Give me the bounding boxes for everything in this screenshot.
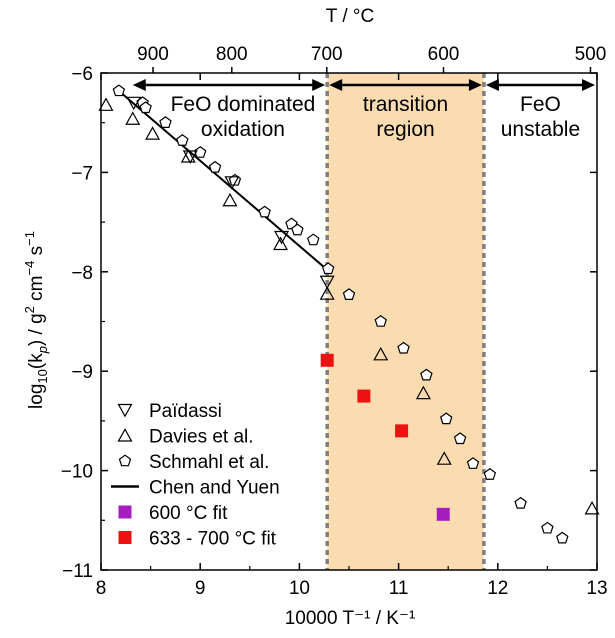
series-pa-dassi-point [319,275,335,290]
series-schmahl-et-al-point [193,145,207,158]
x-tick-label: 8 [96,578,107,599]
top-tick-label: 900 [137,44,169,65]
series-davies-et-al-point [436,451,452,465]
series-davies-et-al-point [584,500,600,515]
series-davies-et-al-point [145,126,161,140]
y-tick-label: −7 [71,163,93,184]
x-tick-label: 10 [289,578,310,599]
series-schmahl-et-al-point [307,233,320,246]
x-tick-label: 11 [389,578,409,599]
series-davies-et-al-point [319,286,335,300]
region-label: region [376,118,434,141]
series-schmahl-et-al-point [374,314,387,327]
data-marks [98,84,600,544]
top-tick-label: 800 [216,44,248,65]
legend-marker [117,428,133,442]
region-label: transition [363,93,448,116]
legend-label: Schmahl et al. [149,452,269,473]
arrowhead-left [132,79,146,91]
series-schmahl-et-al-point [112,84,126,97]
arrowhead-left [485,79,499,91]
series-pa-dassi-point [182,150,198,164]
series-davies-et-al-point [273,236,289,251]
series-schmahl-et-al-point [453,432,467,445]
legend-marker [118,505,132,519]
transition-region-fill [327,73,484,570]
arrowhead-left [329,79,343,91]
y-axis-left: −6 −7 −8 −9 −10 −11 [61,64,597,582]
x-axis-bottom: 8 9 10 11 12 13 [96,73,608,599]
series-schmahl-et-al-point [420,368,433,381]
arrowhead-right [582,79,595,91]
top-tick-label: 500 [575,44,607,65]
series-633-700-c-fit-point [357,389,371,403]
top-tick-label: 600 [428,44,460,65]
region-label: oxidation [201,118,285,141]
arrowhead-right [312,79,326,91]
x-tick-label: 13 [586,578,607,599]
series-schmahl-et-al-point [159,116,172,128]
series-davies-et-al-point [98,97,114,111]
series-pa-dassi-point [126,96,142,111]
region-label: FeO [520,93,561,116]
legend-label: 600 °C fit [149,503,228,524]
series-schmahl-et-al-point [541,521,554,534]
legend-marker [118,454,132,467]
y-tick-label: −8 [71,263,93,284]
y-tick-label: −6 [71,64,93,85]
series-schmahl-et-al-point [342,288,356,300]
top-axis-label: T / °C [326,6,374,27]
series-davies-et-al-point [125,111,141,125]
legend-marker [117,403,133,418]
top-tick-label: 700 [311,44,343,65]
transition-region [325,73,486,570]
series-schmahl-et-al-point [291,223,304,236]
x-axis-label: 10000 T⁻¹ / K⁻¹ [285,608,416,629]
y-axis-label: log10(kp) / g2 cm−4 s−1 [22,231,50,409]
y-tick-label: −11 [62,561,93,582]
series-chen-and-yuen-line [118,90,328,271]
region-label: FeO dominated [171,93,316,116]
series-schmahl-et-al-point [139,101,152,114]
legend-marker [118,531,132,544]
series-schmahl-et-al-point [176,134,189,146]
arrowhead-right [468,79,482,91]
series-schmahl-et-al-point [514,496,527,509]
legend-label: Davies et al. [149,427,254,448]
series-schmahl-et-al-point [321,262,335,275]
series-davies-et-al-point [180,149,196,163]
series-davies-et-al-point [222,192,238,207]
series-600-c-fit-point [436,507,450,521]
x-axis-top: 900 800 700 600 500 [137,44,606,73]
y-tick-label: −10 [61,462,93,483]
series-schmahl-et-al-point [208,160,222,173]
series-schmahl-et-al-point [556,531,569,544]
series-633-700-c-fit-point [395,424,409,438]
series-davies-et-al-point [415,385,431,400]
legend: Païdassi Davies et al. Schmahl et al. Chen … [111,401,280,550]
y-tick-label: −9 [71,362,93,383]
series-pa-dassi-point [224,176,240,190]
series-schmahl-et-al-point [439,412,453,425]
series-schmahl-et-al-point [466,457,480,469]
x-tick-label: 9 [195,578,206,599]
x-tick-label: 12 [487,578,508,599]
series-633-700-c-fit-point [320,353,334,367]
legend-label: Chen and Yuen [149,478,280,499]
legend-label: 633 - 700 °C fit [149,529,277,550]
series-schmahl-et-al-point [258,205,271,218]
series-schmahl-et-al-point [397,341,410,354]
series-schmahl-et-al-point [483,468,497,480]
legend-label: Païdassi [149,401,222,422]
region-label: unstable [501,118,580,141]
series-pa-dassi-point [274,230,290,245]
series-davies-et-al-point [373,346,389,361]
